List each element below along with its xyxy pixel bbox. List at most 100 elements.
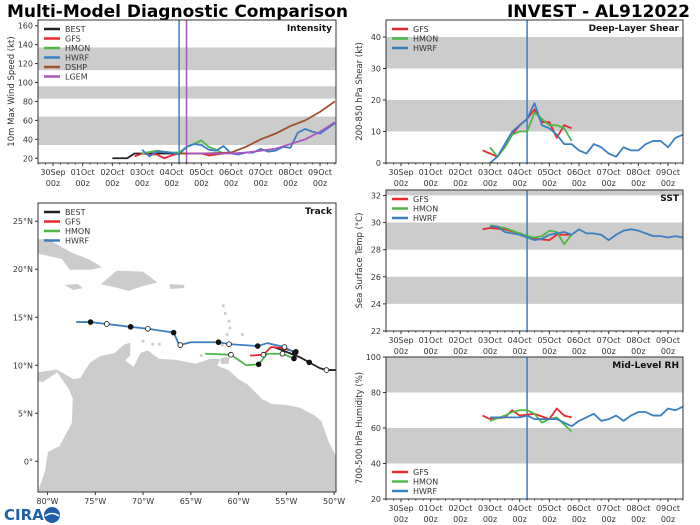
land-island: [157, 342, 161, 346]
lon-tick-label: 75°W: [84, 497, 106, 506]
land-island: [141, 339, 145, 343]
x-tick-label-date: 01Oct: [419, 504, 443, 513]
x-tick-label-hour: 00z: [224, 179, 238, 188]
legend-label-hmon: HMON: [413, 35, 438, 44]
panel-sst: SST 22 24 26 28 30 32 Sea Surface Temp (°C) 30Se…: [355, 189, 684, 356]
x-tick-label-hour: 00z: [512, 347, 526, 356]
track-line-best: [273, 346, 336, 371]
y-tick-label: 160: [18, 22, 33, 31]
y-tick-label: 60: [23, 116, 33, 125]
x-tick-label-date: 04Oct: [508, 504, 532, 513]
legend-label-hmon: HMON: [65, 44, 90, 53]
panel-title: Deep-Layer Shear: [589, 24, 680, 34]
x-tick-label-date: 02Oct: [448, 336, 472, 345]
x-tick-label-hour: 00z: [453, 347, 467, 356]
x-tick-label-date: 07Oct: [597, 168, 621, 177]
x-tick-label-hour: 00z: [661, 347, 675, 356]
land-island: [221, 304, 225, 308]
x-tick-label-hour: 00z: [631, 179, 645, 188]
track-marker-filled: [170, 329, 177, 336]
x-tick-label-hour: 00z: [483, 179, 497, 188]
land-island: [240, 333, 244, 337]
x-tick-label-date: 06Oct: [567, 336, 591, 345]
track-marker-open: [145, 325, 151, 332]
land-island: [199, 354, 203, 358]
land-jamaica: [61, 283, 85, 291]
y-axis-label: 200-850 hPa Shear (kt): [355, 42, 365, 141]
lat-tick-label: 20°N: [13, 265, 33, 274]
figure-title: Multi-Model Diagnostic Comparison: [7, 2, 348, 22]
lon-tick-label: 70°W: [132, 497, 154, 506]
x-tick-label-date: 30Sep: [40, 168, 65, 177]
panel-title: Mid-Level RH: [612, 361, 679, 371]
legend-label-gfs: GFS: [65, 35, 81, 44]
x-tick-label-hour: 00z: [483, 347, 497, 356]
track-marker-filled: [291, 355, 297, 362]
map-area: [38, 238, 336, 492]
x-tick-label-hour: 00z: [661, 179, 675, 188]
plot-area: [386, 190, 683, 331]
x-tick-label-date: 08Oct: [626, 168, 650, 177]
lon-tick-label: 50°W: [323, 497, 345, 506]
y-tick-label: 0: [376, 159, 381, 168]
x-tick-label-hour: 00z: [661, 515, 675, 524]
x-tick-label-date: 05Oct: [537, 168, 561, 177]
track-marker-filled: [254, 343, 261, 349]
map-frame: [37, 202, 337, 493]
y-tick-label: 40: [371, 33, 381, 42]
y-tick-label: 28: [371, 246, 381, 255]
legend-label-best: BEST: [65, 25, 86, 34]
legend-label-lgem: LGEM: [65, 73, 88, 82]
cira-logo: CIRA: [4, 506, 60, 524]
track-marker-filled: [87, 319, 94, 325]
y-tick-label: 40: [23, 135, 33, 144]
x-tick-label-hour: 00z: [601, 347, 615, 356]
x-tick-label-date: 06Oct: [567, 504, 591, 513]
legend-label-hwrf: HWRF: [65, 237, 89, 246]
y-tick-label: 20: [23, 154, 33, 163]
shaded-band: [386, 37, 683, 69]
x-tick-label-hour: 00z: [572, 179, 586, 188]
land-island: [228, 326, 232, 330]
land-island: [220, 343, 224, 347]
x-tick-label-date: 01Oct: [419, 168, 443, 177]
x-tick-label-hour: 00z: [631, 515, 645, 524]
shaded-band: [386, 276, 683, 304]
series-line-hwrf: [490, 225, 683, 242]
x-tick-label-hour: 00z: [572, 515, 586, 524]
legend-label-hwrf: HWRF: [413, 214, 437, 223]
x-tick-label-hour: 00z: [394, 515, 408, 524]
x-tick-label-hour: 00z: [542, 515, 556, 524]
track-marker-open: [228, 351, 234, 358]
y-tick-label: 40: [371, 460, 381, 469]
x-tick-label-date: 03Oct: [478, 336, 502, 345]
x-tick-label-date: 08Oct: [278, 168, 302, 177]
y-tick-label: 100: [18, 79, 33, 88]
x-tick-label-hour: 00z: [483, 515, 497, 524]
y-tick-label: 26: [371, 273, 381, 282]
shaded-band: [386, 190, 683, 196]
x-tick-label-hour: 00z: [512, 179, 526, 188]
track-line-gfs: [249, 346, 297, 357]
legend-label-hmon: HMON: [413, 205, 438, 214]
x-tick-label-hour: 00z: [423, 179, 437, 188]
land-island: [227, 319, 231, 323]
y-axis-label: Sea Surface Temp (°C): [355, 213, 365, 309]
y-tick-label: 32: [371, 191, 381, 200]
track-marker-open: [281, 344, 288, 350]
x-tick-label-hour: 00z: [601, 515, 615, 524]
x-tick-label-date: 30Sep: [388, 336, 413, 345]
x-tick-label-hour: 00z: [194, 179, 208, 188]
y-tick-label: 10: [371, 128, 381, 137]
lat-tick-label: 5°N: [18, 409, 33, 418]
y-tick-label: 120: [18, 60, 33, 69]
land-south-america: [38, 341, 336, 492]
lon-tick-label: 65°W: [180, 497, 202, 506]
y-tick-label: 30: [371, 65, 381, 74]
legend-label-hwrf: HWRF: [413, 44, 437, 53]
x-tick-label-hour: 00z: [453, 515, 467, 524]
lat-tick-label: 0°: [24, 457, 33, 466]
x-tick-label-date: 06Oct: [567, 168, 591, 177]
land-island: [223, 311, 227, 315]
